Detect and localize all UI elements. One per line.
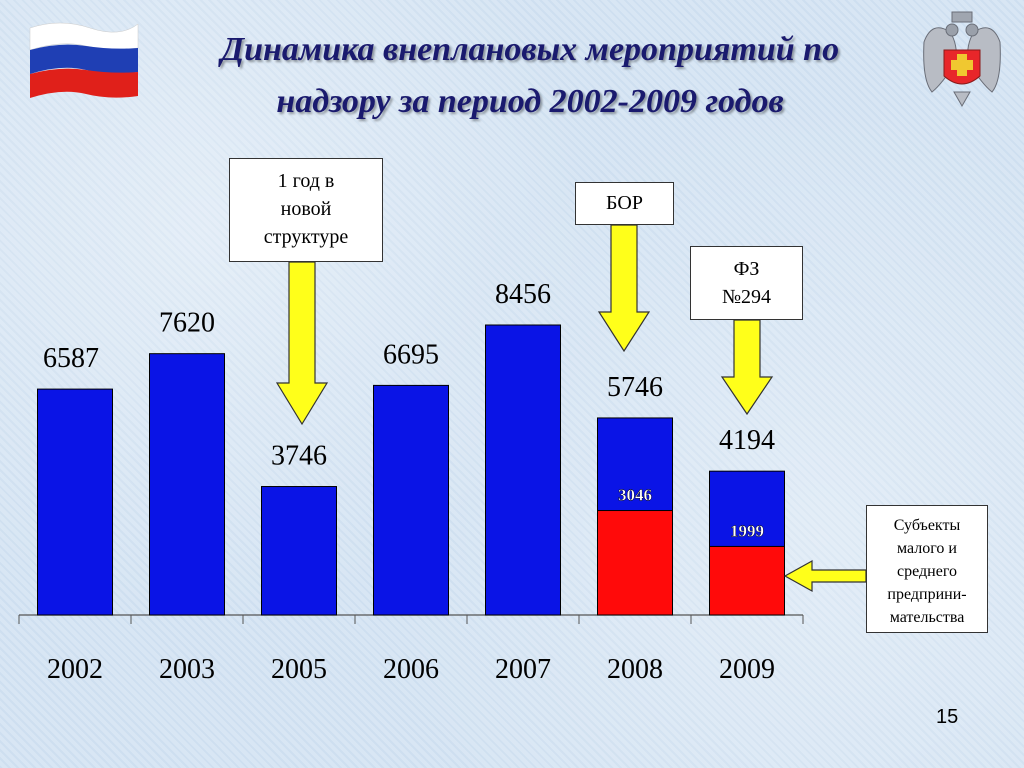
- x-tick-label: 2007: [495, 654, 551, 685]
- x-tick-label: 2009: [719, 654, 775, 685]
- bar-sme-value-label: 1999: [730, 521, 764, 540]
- bar-value-label: 6695: [383, 339, 439, 370]
- arrow-bor: [597, 224, 651, 353]
- callout-text: №294: [721, 286, 772, 308]
- page-number: 15: [936, 706, 959, 728]
- arrow-fz: [720, 319, 774, 416]
- russian-flag-icon: [29, 22, 139, 98]
- bar-value-label: 8456: [495, 279, 551, 310]
- bar-value-label: 6587: [43, 343, 99, 374]
- callout-text: мательства: [889, 609, 965, 626]
- bar-value-label: 4194: [719, 425, 775, 456]
- x-tick-label: 2006: [383, 654, 439, 685]
- bar-sme: [709, 545, 785, 616]
- callout-text: Субъекты: [893, 517, 961, 534]
- x-tick-label: 2008: [607, 654, 663, 685]
- arrow-sme: [783, 559, 867, 593]
- page-title: Динамика внеплановых мероприятий по надз…: [150, 24, 910, 128]
- callout-text: 1 год в: [277, 170, 335, 192]
- bar-total: [149, 353, 225, 616]
- bar-sme: [597, 510, 673, 616]
- callout-new-structure: 1 год в новой структуре: [229, 158, 383, 262]
- x-tick-label: 2005: [271, 654, 327, 685]
- callout-text: ФЗ: [733, 258, 760, 280]
- callout-text: БОР: [606, 192, 643, 214]
- emblem-icon: [923, 11, 1001, 108]
- callout-bor: БОР: [575, 182, 674, 225]
- x-tick-label: 2003: [159, 654, 215, 685]
- bar-total: [37, 388, 113, 616]
- bar-total: [373, 384, 449, 616]
- callout-text: малого и: [897, 540, 957, 557]
- callout-text: структуре: [263, 226, 349, 248]
- bar-total: [261, 486, 337, 616]
- callout-text: предприни-: [887, 586, 967, 603]
- bar-total: [485, 324, 561, 616]
- callout-text: новой: [280, 198, 332, 220]
- bar-sme-value-label: 3046: [618, 486, 652, 505]
- bar-value-label: 7620: [159, 308, 215, 339]
- callout-text: среднего: [897, 563, 957, 580]
- x-tick-label: 2002: [47, 654, 103, 685]
- bar-value-label: 3746: [271, 441, 327, 472]
- bar-value-label: 5746: [607, 372, 663, 403]
- title-line-1: Динамика внеплановых мероприятий по: [220, 31, 840, 68]
- callout-sme: Субъекты малого и среднего предприни- ма…: [866, 505, 988, 633]
- title-line-2: надзору за период 2002-2009 годов: [276, 83, 784, 120]
- callout-fz: ФЗ №294: [690, 246, 803, 320]
- arrow-new-structure: [275, 261, 329, 426]
